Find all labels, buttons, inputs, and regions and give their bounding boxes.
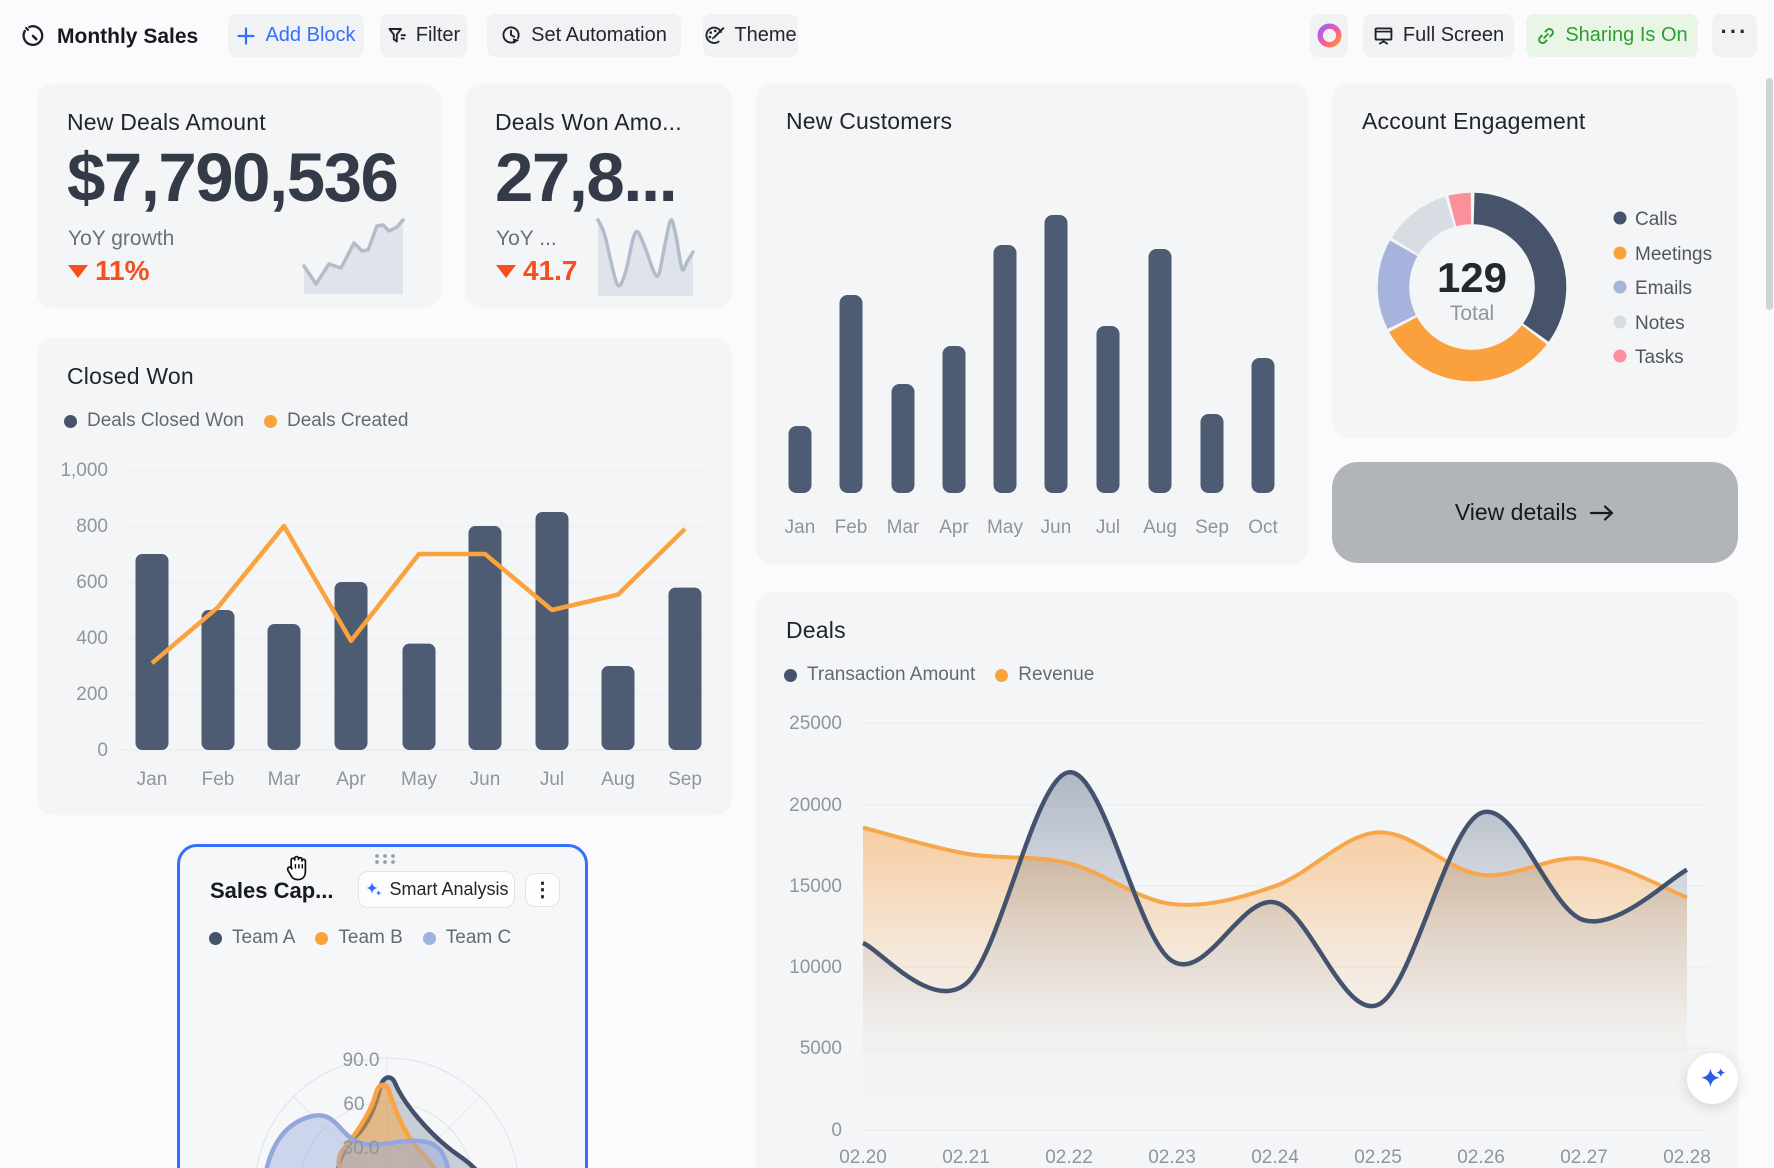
svg-text:Jan: Jan	[137, 769, 168, 790]
svg-text:May: May	[987, 517, 1023, 538]
svg-text:30.0: 30.0	[343, 1138, 380, 1159]
svg-text:0: 0	[831, 1120, 842, 1141]
svg-text:Apr: Apr	[939, 517, 969, 538]
svg-text:02.27: 02.27	[1560, 1147, 1608, 1168]
svg-text:Calls: Calls	[1635, 209, 1677, 230]
svg-text:0: 0	[97, 740, 108, 761]
svg-text:Sep: Sep	[668, 769, 702, 790]
svg-text:Jun: Jun	[1041, 517, 1072, 538]
svg-text:400: 400	[76, 628, 108, 649]
svg-text:Apr: Apr	[336, 769, 366, 790]
svg-text:Mar: Mar	[887, 517, 920, 538]
svg-text:Feb: Feb	[835, 517, 868, 538]
svg-text:5000: 5000	[800, 1038, 842, 1059]
svg-text:Aug: Aug	[1143, 517, 1177, 538]
svg-text:25000: 25000	[789, 713, 842, 734]
svg-text:Mar: Mar	[268, 769, 301, 790]
svg-text:Total: Total	[1450, 302, 1494, 325]
svg-text:02.25: 02.25	[1354, 1147, 1402, 1168]
svg-text:20000: 20000	[789, 795, 842, 816]
svg-text:1,000: 1,000	[60, 460, 108, 481]
svg-text:02.24: 02.24	[1251, 1147, 1299, 1168]
svg-text:Jul: Jul	[1096, 517, 1120, 538]
svg-text:Meetings: Meetings	[1635, 244, 1712, 265]
svg-text:200: 200	[76, 684, 108, 705]
svg-text:Tasks: Tasks	[1635, 347, 1684, 368]
svg-text:02.20: 02.20	[839, 1147, 887, 1168]
svg-text:Jan: Jan	[785, 517, 816, 538]
svg-text:02.23: 02.23	[1148, 1147, 1196, 1168]
svg-text:02.26: 02.26	[1457, 1147, 1505, 1168]
svg-text:129: 129	[1437, 254, 1507, 301]
svg-text:60: 60	[343, 1094, 364, 1115]
svg-text:Jul: Jul	[540, 769, 564, 790]
svg-text:15000: 15000	[789, 876, 842, 897]
svg-text:Sep: Sep	[1195, 517, 1229, 538]
svg-text:02.28: 02.28	[1663, 1147, 1711, 1168]
svg-text:90.0: 90.0	[343, 1050, 380, 1071]
svg-text:Feb: Feb	[202, 769, 235, 790]
svg-text:Aug: Aug	[601, 769, 635, 790]
svg-text:800: 800	[76, 516, 108, 537]
svg-text:May: May	[401, 769, 437, 790]
svg-text:10000: 10000	[789, 957, 842, 978]
svg-text:Oct: Oct	[1248, 517, 1278, 538]
svg-text:Jun: Jun	[470, 769, 501, 790]
svg-text:Notes: Notes	[1635, 313, 1685, 334]
svg-text:Emails: Emails	[1635, 278, 1692, 299]
svg-text:02.21: 02.21	[942, 1147, 990, 1168]
svg-text:02.22: 02.22	[1045, 1147, 1093, 1168]
svg-text:600: 600	[76, 572, 108, 593]
